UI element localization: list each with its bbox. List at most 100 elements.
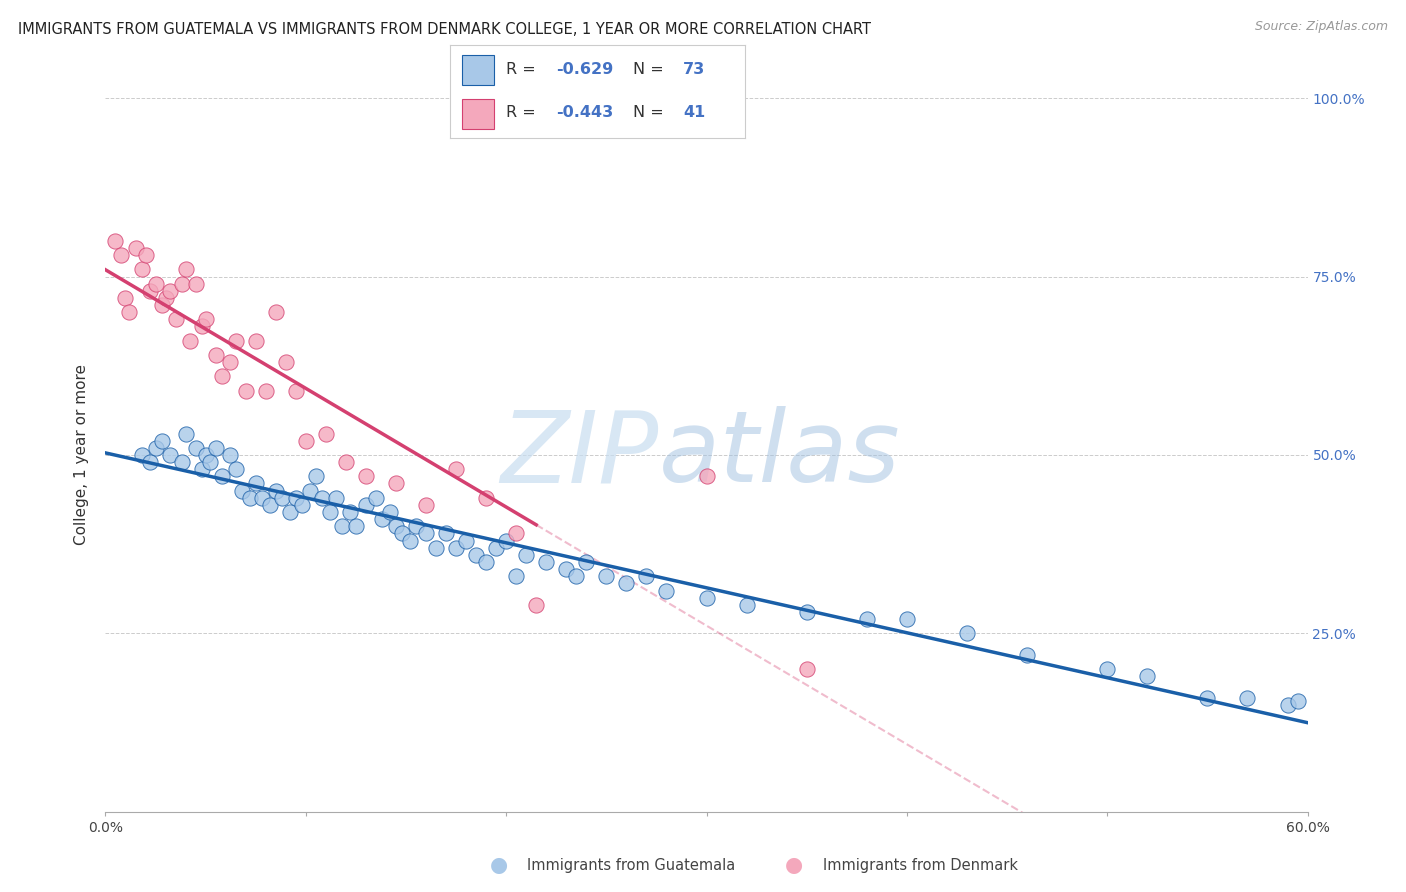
Point [378, 505, 401, 519]
Point [555, 562, 578, 576]
Point [278, 505, 301, 519]
Point [364, 491, 387, 505]
Point [291, 498, 314, 512]
Text: ●: ● [786, 855, 803, 875]
Point [225, 462, 247, 476]
Text: R =: R = [506, 105, 541, 120]
Text: N =: N = [633, 62, 669, 78]
Point [259, 498, 281, 512]
Point [1097, 662, 1119, 676]
Text: IMMIGRANTS FROM GUATEMALA VS IMMIGRANTS FROM DENMARK COLLEGE, 1 YEAR OR MORE COR: IMMIGRANTS FROM GUATEMALA VS IMMIGRANTS … [18, 22, 872, 37]
Point [295, 434, 318, 448]
Point [135, 248, 157, 262]
Point [325, 491, 347, 505]
Point [696, 591, 718, 605]
Point [330, 519, 353, 533]
Point [1277, 698, 1299, 712]
Point [170, 277, 193, 291]
Point [391, 526, 413, 541]
Point [315, 426, 337, 441]
Point [415, 498, 437, 512]
Point [344, 519, 367, 533]
Point [218, 448, 240, 462]
Point [274, 355, 297, 369]
Text: -0.443: -0.443 [557, 105, 613, 120]
Point [190, 319, 212, 334]
Point [399, 533, 422, 548]
Point [159, 448, 181, 462]
Point [405, 519, 427, 533]
Point [131, 262, 153, 277]
Bar [461, 99, 495, 129]
Point [1286, 694, 1309, 708]
Point [319, 505, 342, 519]
Point [524, 598, 547, 612]
Text: ●: ● [491, 855, 508, 875]
Point [575, 555, 598, 569]
Point [655, 583, 678, 598]
Point [184, 277, 207, 291]
Point [465, 548, 488, 562]
Point [335, 455, 357, 469]
Point [495, 533, 517, 548]
Text: atlas: atlas [658, 407, 900, 503]
Point [145, 441, 167, 455]
Text: 73: 73 [683, 62, 706, 78]
Point [444, 541, 467, 555]
Point [298, 483, 321, 498]
Point [254, 384, 277, 398]
Point [138, 455, 160, 469]
Point [239, 491, 262, 505]
Point [159, 284, 181, 298]
Point [174, 426, 197, 441]
Text: R =: R = [506, 62, 541, 78]
Text: 41: 41 [683, 105, 706, 120]
Point [124, 241, 146, 255]
Text: Immigrants from Denmark: Immigrants from Denmark [823, 858, 1018, 872]
Point [354, 469, 377, 483]
Point [284, 384, 307, 398]
Point [1017, 648, 1039, 662]
Point [354, 498, 377, 512]
Point [1236, 690, 1258, 705]
Point [565, 569, 588, 583]
Point [796, 662, 818, 676]
Point [165, 312, 187, 326]
Point [475, 491, 498, 505]
Y-axis label: College, 1 year or more: College, 1 year or more [75, 365, 90, 545]
Point [636, 569, 658, 583]
Point [311, 491, 333, 505]
Point [284, 491, 307, 505]
Text: -0.629: -0.629 [557, 62, 613, 78]
Point [170, 455, 193, 469]
Point [264, 483, 287, 498]
Point [796, 605, 818, 619]
Point [415, 526, 437, 541]
Point [150, 298, 173, 312]
Point [204, 441, 226, 455]
Text: Immigrants from Guatemala: Immigrants from Guatemala [527, 858, 735, 872]
Point [190, 462, 212, 476]
Point [184, 441, 207, 455]
Point [235, 384, 257, 398]
Point [454, 533, 477, 548]
Point [616, 576, 638, 591]
Point [179, 334, 201, 348]
Point [211, 469, 233, 483]
Point [198, 455, 221, 469]
Point [696, 469, 718, 483]
Point [245, 476, 267, 491]
Point [595, 569, 617, 583]
Point [855, 612, 877, 626]
Point [104, 234, 127, 248]
Point [270, 491, 292, 505]
Point [218, 355, 240, 369]
Point [114, 291, 136, 305]
Point [434, 526, 457, 541]
Point [444, 462, 467, 476]
Point [515, 548, 537, 562]
Point [138, 284, 160, 298]
Point [194, 312, 217, 326]
Point [110, 248, 132, 262]
Point [534, 555, 557, 569]
